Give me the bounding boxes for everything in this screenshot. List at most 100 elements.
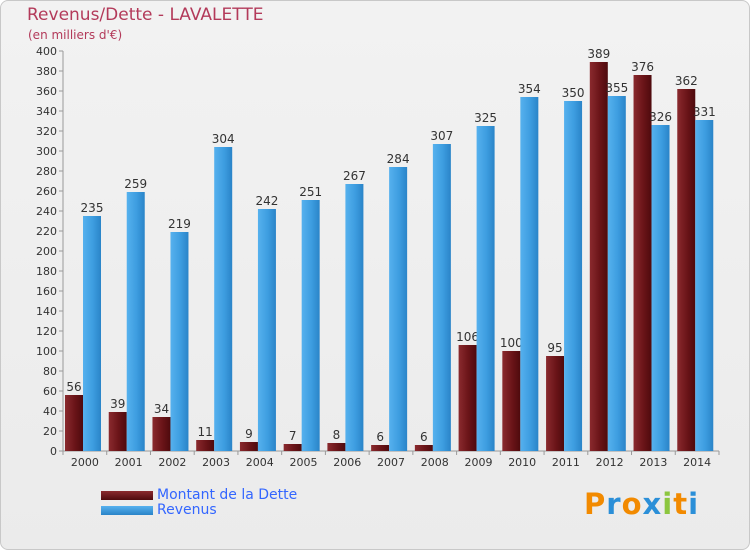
bar-revenus [432, 144, 451, 451]
data-label-debt: 6 [420, 430, 428, 444]
data-label-debt: 100 [500, 336, 523, 350]
bar-debt [458, 345, 477, 451]
bar-revenus [345, 184, 364, 451]
bar-revenus [126, 192, 145, 451]
chart-title: Revenus/Dette - LAVALETTE [27, 5, 264, 25]
y-tick-label: 360 [36, 85, 57, 98]
x-tick-label: 2001 [115, 456, 143, 469]
data-label-debt: 39 [110, 397, 125, 411]
data-label-debt: 34 [154, 402, 169, 416]
bar-revenus [476, 126, 495, 451]
y-tick-label: 200 [36, 245, 57, 258]
x-tick-label: 2013 [639, 456, 667, 469]
y-tick-label: 160 [36, 285, 57, 298]
data-label-debt: 95 [547, 341, 562, 355]
data-label-debt: 106 [456, 330, 479, 344]
bar-debt [677, 89, 696, 451]
y-tick-label: 120 [36, 325, 57, 338]
data-label-debt: 362 [675, 74, 698, 88]
x-tick-label: 2002 [158, 456, 186, 469]
bar-revenus [214, 147, 233, 451]
data-label-revenus: 251 [299, 185, 322, 199]
bar-debt [414, 445, 433, 451]
bar-debt [633, 75, 652, 451]
y-tick-label: 20 [43, 425, 57, 438]
bar-debt [589, 62, 608, 451]
y-tick-label: 100 [36, 345, 57, 358]
x-tick-label: 2004 [246, 456, 274, 469]
data-label-revenus: 331 [693, 105, 716, 119]
bar-debt [283, 444, 302, 451]
x-tick-label: 2014 [683, 456, 711, 469]
y-tick-label: 300 [36, 145, 57, 158]
bar-revenus [389, 167, 408, 451]
data-label-revenus: 350 [562, 86, 585, 100]
bar-debt [65, 395, 83, 451]
bar-revenus [83, 216, 101, 451]
x-tick-label: 2009 [464, 456, 492, 469]
y-tick-label: 380 [36, 65, 57, 78]
y-tick-label: 40 [43, 405, 57, 418]
y-tick-label: 0 [50, 445, 57, 458]
y-tick-label: 340 [36, 105, 57, 118]
data-label-revenus: 267 [343, 169, 366, 183]
data-label-revenus: 325 [474, 111, 497, 125]
data-label-revenus: 259 [124, 177, 147, 191]
y-tick-label: 60 [43, 385, 57, 398]
legend-swatch-revenus [101, 505, 153, 515]
bar-revenus [170, 232, 189, 451]
bar-debt [239, 442, 258, 451]
data-label-revenus: 235 [81, 201, 104, 215]
bar-debt [327, 443, 346, 451]
data-label-revenus: 326 [649, 110, 672, 124]
data-label-debt: 376 [631, 60, 654, 74]
x-tick-label: 2000 [71, 456, 99, 469]
bar-debt [196, 440, 215, 451]
logo-letter: r [606, 487, 622, 521]
bar-revenus [520, 97, 539, 451]
bar-revenus [257, 209, 276, 451]
bar-debt [108, 412, 127, 451]
data-label-revenus: 307 [430, 129, 453, 143]
proxiti-logo: Proxiti [584, 487, 699, 521]
x-tick-label: 2008 [421, 456, 449, 469]
data-label-debt: 56 [66, 380, 81, 394]
data-label-revenus: 284 [387, 152, 410, 166]
chart-subtitle: (en milliers d'€) [28, 28, 123, 42]
data-label-debt: 9 [245, 427, 253, 441]
bar-debt [152, 417, 171, 451]
data-label-revenus: 242 [255, 194, 278, 208]
x-tick-label: 2005 [290, 456, 318, 469]
bar-revenus [695, 120, 714, 451]
data-label-revenus: 304 [212, 132, 235, 146]
y-tick-label: 320 [36, 125, 57, 138]
bar-debt [546, 356, 565, 451]
logo-letter: P [584, 487, 607, 521]
legend-item-revenus: Revenus [101, 502, 217, 518]
x-tick-label: 2011 [552, 456, 580, 469]
bar-debt [502, 351, 521, 451]
bar-revenus [651, 125, 670, 451]
data-label-debt: 7 [289, 429, 297, 443]
y-tick-label: 140 [36, 305, 57, 318]
logo-letter: x [642, 487, 663, 521]
legend-label-revenus: Revenus [157, 502, 217, 518]
y-tick-label: 400 [36, 45, 57, 58]
data-label-revenus: 354 [518, 82, 541, 96]
legend-label-debt: Montant de la Dette [157, 487, 298, 503]
y-tick-label: 80 [43, 365, 57, 378]
legend-swatch-debt [101, 490, 153, 500]
x-tick-label: 2010 [508, 456, 536, 469]
data-label-debt: 6 [376, 430, 384, 444]
data-label-revenus: 355 [605, 81, 628, 95]
x-tick-label: 2007 [377, 456, 405, 469]
x-tick-label: 2012 [596, 456, 624, 469]
logo-letter: i [662, 487, 674, 521]
bar-debt [371, 445, 390, 451]
y-tick-label: 220 [36, 225, 57, 238]
data-label-revenus: 219 [168, 217, 191, 231]
y-tick-label: 280 [36, 165, 57, 178]
x-tick-label: 2006 [333, 456, 361, 469]
